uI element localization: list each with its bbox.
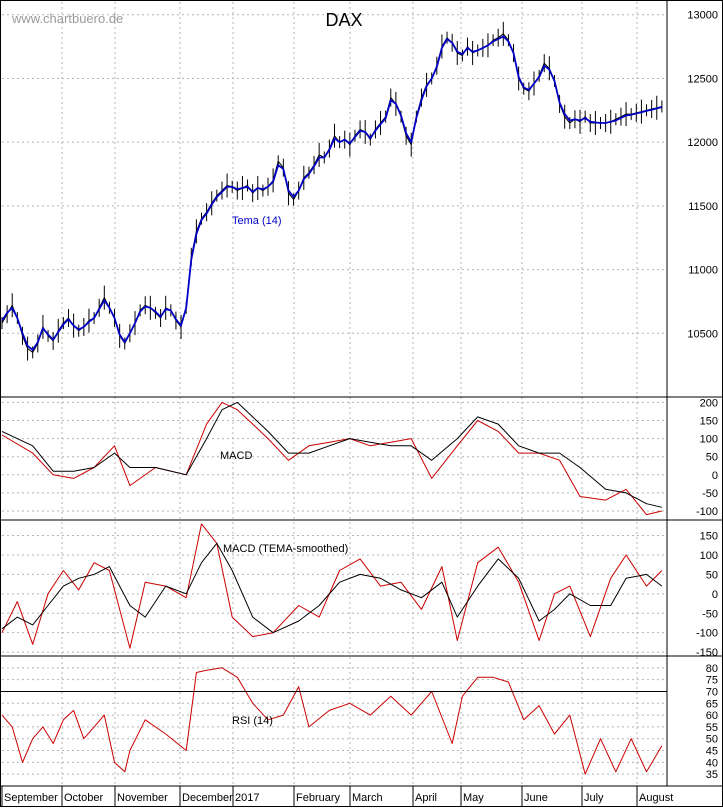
x-tick-label: October [64, 792, 103, 804]
y-tick-label: 50 [706, 569, 718, 581]
rsi-label: RSI (14) [232, 715, 273, 727]
x-tick-label: April [415, 792, 437, 804]
y-tick-label: 0 [712, 470, 718, 482]
macd-tema-label: MACD (TEMA-smoothed) [223, 543, 348, 555]
series-line-2-1 [1, 542, 663, 634]
series-line-1-0 [1, 401, 663, 516]
chart-title: DAX [325, 10, 362, 30]
macd-label: MACD [220, 450, 252, 462]
y-tick-label: 12500 [687, 73, 718, 85]
y-tick-label: -50 [702, 608, 718, 620]
y-tick-label: 45 [706, 746, 718, 758]
y-tick-label: 65 [706, 698, 718, 710]
x-tick-label: June [524, 792, 548, 804]
tick-labels-layer: 10500 11000 11500 12000 12500 13000 -100 -50 0 50… [4, 10, 718, 804]
y-tick-label: 50 [706, 452, 718, 464]
y-tick-label: 150 [700, 531, 718, 543]
x-tick-label: 2017 [235, 792, 259, 804]
y-tick-label: 70 [706, 686, 718, 698]
y-tick-label: -50 [702, 488, 718, 500]
x-tick-label: September [4, 792, 58, 804]
y-tick-label: 60 [706, 710, 718, 722]
x-tick-label: March [352, 792, 383, 804]
series-line-3-0 [1, 667, 663, 775]
x-tick-label: February [296, 792, 341, 804]
x-tick-label: November [117, 792, 168, 804]
series-line-0-1 [1, 35, 663, 351]
y-tick-label: 12000 [687, 137, 718, 149]
y-tick-label: 40 [706, 757, 718, 769]
y-tick-label: 200 [700, 397, 718, 409]
x-tick-label: May [463, 792, 484, 804]
tema-legend-label: Tema (14) [232, 215, 282, 227]
y-tick-label: 0 [712, 589, 718, 601]
y-tick-label: -100 [696, 506, 718, 518]
grid-layer [2, 2, 667, 786]
y-tick-label: -150 [696, 647, 718, 659]
y-tick-label: 100 [700, 434, 718, 446]
y-tick-label: 11500 [688, 201, 718, 213]
y-tick-label: 50 [706, 734, 718, 746]
y-tick-label: 55 [706, 722, 718, 734]
x-tick-label: August [639, 792, 673, 804]
y-tick-label: 100 [700, 550, 718, 562]
y-tick-label: 10500 [687, 328, 718, 340]
y-tick-label: 11000 [688, 265, 718, 277]
y-tick-label: 80 [706, 663, 718, 675]
y-tick-label: 13000 [687, 10, 718, 22]
y-tick-label: 75 [706, 675, 718, 687]
x-tick-label: July [584, 792, 604, 804]
series-layer [1, 21, 663, 775]
series-line-1-1 [1, 401, 663, 508]
y-tick-label: 35 [706, 769, 718, 781]
series-line-2-0 [1, 523, 663, 649]
y-tick-label: 150 [700, 416, 718, 428]
x-tick-label: December [182, 792, 233, 804]
y-tick-label: -100 [696, 628, 718, 640]
watermark: www.chartbuero.de [11, 11, 123, 26]
